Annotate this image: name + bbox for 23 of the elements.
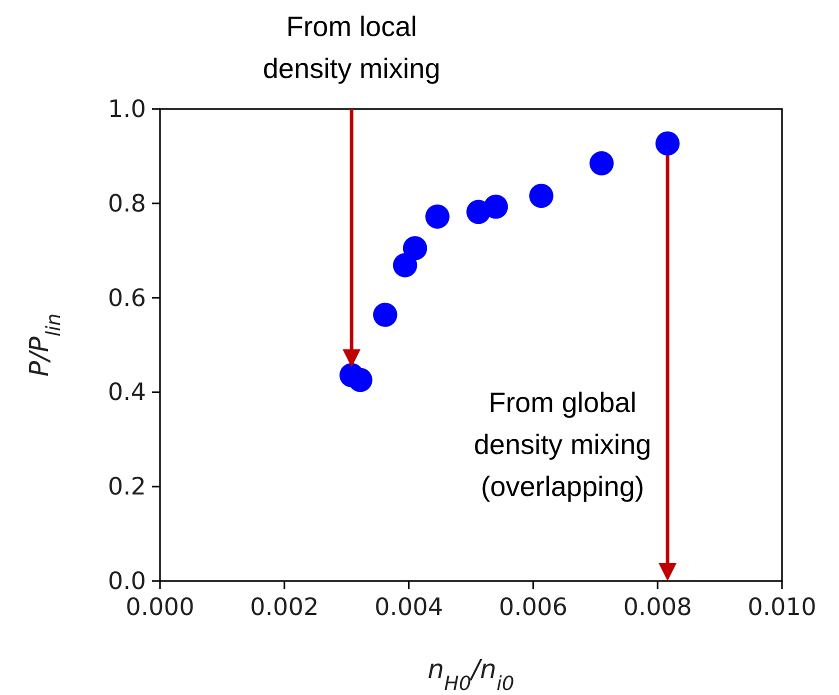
- point: [590, 151, 614, 176]
- y-tick-label: 0.4: [108, 378, 146, 406]
- x-tick-label: 0.010: [748, 593, 816, 621]
- point: [402, 236, 428, 260]
- y-tick-label: 0.6: [108, 284, 146, 312]
- y-tick-label: 1.0: [108, 95, 146, 123]
- point: [655, 131, 680, 156]
- x-tick-label: 0.006: [498, 593, 568, 621]
- point: [529, 184, 554, 208]
- y-tick-label: 0.0: [108, 567, 146, 595]
- text: From local density mixing: [262, 11, 440, 84]
- point: [484, 194, 508, 219]
- x-axis-title: n$_{H0}$/n$_{i0}$: [428, 655, 514, 694]
- x-tick-label: 0.002: [250, 593, 319, 621]
- y-tick-label: 0.2: [108, 472, 146, 501]
- point: [373, 302, 398, 327]
- y-tick-label: 0.8: [108, 189, 146, 218]
- annotation: From global density mixing (overlapping): [474, 387, 652, 502]
- x-tick-label: 0.008: [623, 593, 692, 621]
- x-tick-label: 0.004: [374, 593, 444, 621]
- point: [392, 253, 418, 278]
- x-tick-label: 0.000: [126, 593, 194, 621]
- point: [425, 204, 450, 229]
